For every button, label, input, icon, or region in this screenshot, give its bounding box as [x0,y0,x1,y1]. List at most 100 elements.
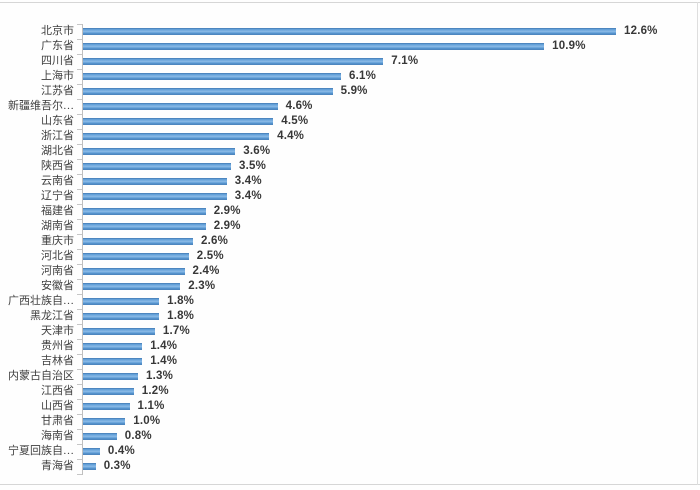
bar [83,43,545,50]
value-label: 7.1% [391,55,419,67]
category-axis-ticks [77,24,82,476]
value-label: 4.5% [281,115,309,127]
value-label: 1.8% [167,295,195,307]
plot-area-row: 10.9% [83,39,700,54]
plot-area-row: 2.9% [83,204,700,219]
bar-rows-container: 北京市 12.6% 广东省 10.9% 四川省 7.1% 上海市 6.1% 江苏省 5.9% 新疆维… [0,24,700,474]
plot-area-row: 3.4% [83,174,700,189]
category-label: 甘肃省 [41,415,74,427]
bar [83,463,96,470]
value-label: 12.6% [624,25,658,37]
category-label: 宁夏回族自… [8,445,74,457]
chart-row: 海南省 0.8% [0,429,700,444]
chart-row: 浙江省 4.4% [0,129,700,144]
value-label: 2.9% [213,220,241,232]
bar [83,388,134,395]
bar [83,403,130,410]
chart-row: 宁夏回族自… 0.4% [0,444,700,459]
bar [83,253,189,260]
value-label: 0.3% [103,460,131,472]
chart-row: 天津市 1.7% [0,324,700,339]
plot-area-row: 2.6% [83,234,700,249]
value-label: 1.3% [146,370,174,382]
category-label: 福建省 [41,205,74,217]
plot-area-row: 1.4% [83,354,700,369]
chart-row: 吉林省 1.4% [0,354,700,369]
plot-area-row: 5.9% [83,84,700,99]
chart-row: 福建省 2.9% [0,204,700,219]
plot-area-row: 1.8% [83,294,700,309]
category-label: 山东省 [41,115,74,127]
chart-row: 云南省 3.4% [0,174,700,189]
plot-area-row: 4.4% [83,129,700,144]
plot-area-row: 4.6% [83,99,700,114]
bar [83,88,333,95]
bar [83,448,100,455]
bar [83,343,143,350]
chart-row: 广西壮族自… 1.8% [0,294,700,309]
category-label: 青海省 [41,460,74,472]
bar [83,28,616,35]
chart-row: 重庆市 2.6% [0,234,700,249]
plot-area-row: 0.3% [83,459,700,474]
plot-area-row: 2.3% [83,279,700,294]
category-label: 湖南省 [41,220,74,232]
category-label: 浙江省 [41,130,74,142]
chart-row: 河南省 2.4% [0,264,700,279]
bar [83,208,206,215]
bar [83,163,231,170]
bar [83,148,236,155]
bar [83,433,117,440]
value-label: 1.4% [150,355,178,367]
bar [83,268,185,275]
chart-row: 内蒙古自治区 1.3% [0,369,700,384]
category-label: 上海市 [41,70,74,82]
chart-row: 湖南省 2.9% [0,219,700,234]
category-label: 湖北省 [41,145,74,157]
bar [83,73,341,80]
value-label: 2.5% [196,250,224,262]
value-label: 3.4% [234,190,262,202]
value-label: 0.8% [124,430,152,442]
value-label: 2.6% [201,235,229,247]
category-label: 安徽省 [41,280,74,292]
value-label: 2.9% [213,205,241,217]
category-label: 广西壮族自… [8,295,74,307]
value-label: 1.1% [137,400,165,412]
category-label: 吉林省 [41,355,74,367]
plot-area-row: 12.6% [83,24,700,39]
value-label: 2.3% [188,280,216,292]
value-label: 0.4% [107,445,135,457]
value-label: 4.4% [277,130,305,142]
category-label: 云南省 [41,175,74,187]
category-label: 陕西省 [41,160,74,172]
chart-row: 上海市 6.1% [0,69,700,84]
bar [83,298,160,305]
chart-row: 北京市 12.6% [0,24,700,39]
bar [83,358,143,365]
value-label: 1.4% [150,340,178,352]
category-label: 黑龙江省 [30,310,74,322]
chart-row: 贵州省 1.4% [0,339,700,354]
plot-area-row: 2.5% [83,249,700,264]
chart-row: 江西省 1.2% [0,384,700,399]
plot-area-row: 1.3% [83,369,700,384]
value-label: 3.4% [234,175,262,187]
bar [83,58,384,65]
category-label: 河北省 [41,250,74,262]
chart-row: 江苏省 5.9% [0,84,700,99]
chart-row: 安徽省 2.3% [0,279,700,294]
value-label: 1.0% [133,415,161,427]
category-axis-line [82,24,83,475]
category-label: 江苏省 [41,85,74,97]
category-label: 江西省 [41,385,74,397]
value-label: 10.9% [552,40,586,52]
chart-row: 新疆维吾尔… 4.6% [0,99,700,114]
value-label: 1.7% [162,325,190,337]
chart-row: 山东省 4.5% [0,114,700,129]
chart-row: 山西省 1.1% [0,399,700,414]
category-label: 辽宁省 [41,190,74,202]
bar [83,283,181,290]
value-label: 3.6% [243,145,271,157]
category-label: 山西省 [41,400,74,412]
